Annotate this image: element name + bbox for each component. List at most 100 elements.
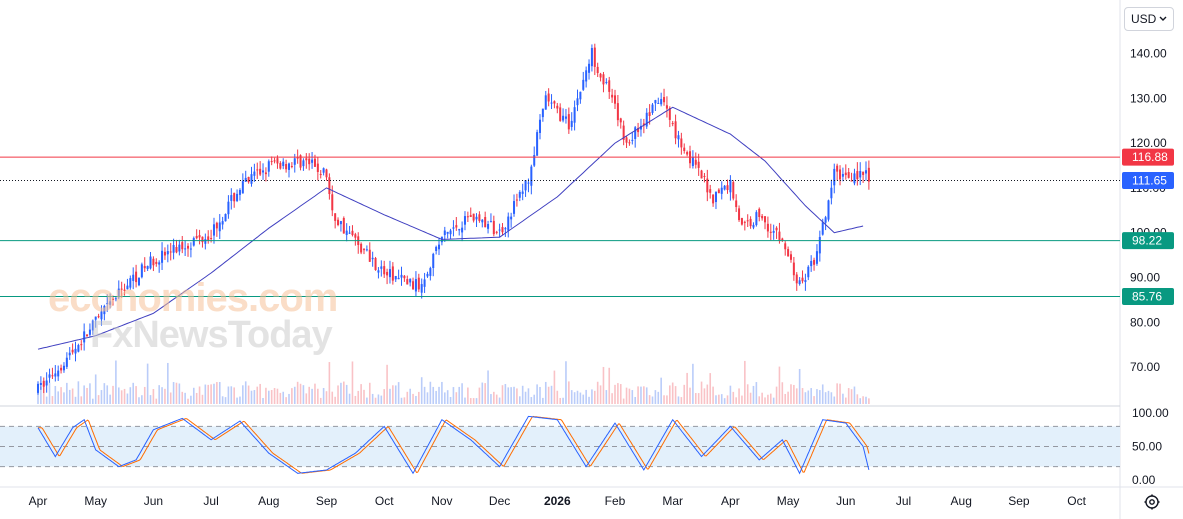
- candle-body: [755, 212, 758, 226]
- candle-body: [262, 170, 265, 173]
- volume-bar: [700, 381, 703, 404]
- candle-body: [351, 230, 354, 236]
- x-tick-label: Mar: [662, 494, 683, 508]
- candle-body: [322, 168, 325, 173]
- candle-body: [778, 231, 781, 241]
- candle-body: [215, 222, 218, 229]
- candle-body: [732, 182, 735, 199]
- volume-bar: [596, 381, 599, 404]
- candle-body: [717, 189, 720, 194]
- volume-bar: [325, 391, 328, 404]
- volume-bar: [764, 397, 766, 404]
- candle-body: [201, 236, 204, 243]
- volume-bar: [273, 388, 276, 404]
- candle-body: [735, 200, 738, 208]
- volume-bar: [810, 388, 812, 404]
- candle-body: [836, 165, 839, 172]
- candle-body: [498, 229, 501, 231]
- candle-body: [426, 273, 429, 277]
- volume-bar: [813, 396, 815, 404]
- candle-body: [192, 238, 195, 246]
- volume-bar: [340, 382, 342, 404]
- candle-body: [648, 112, 651, 116]
- candle-body: [752, 224, 755, 228]
- volume-bar: [302, 385, 305, 404]
- gear-icon[interactable]: [1144, 494, 1160, 510]
- candle-body: [674, 121, 677, 139]
- volume-bar: [169, 392, 172, 404]
- volume-bar: [181, 391, 184, 404]
- candle-body: [230, 195, 233, 201]
- volume-bar: [244, 381, 247, 404]
- volume-bar: [619, 384, 622, 404]
- volume-bar: [729, 385, 732, 404]
- candle-body: [824, 217, 827, 223]
- candle-body: [313, 158, 316, 167]
- volume-bar: [853, 386, 856, 404]
- volume-bar: [839, 383, 841, 404]
- volume-bar: [536, 384, 538, 404]
- candle-body: [339, 221, 342, 225]
- candle-body: [218, 222, 221, 232]
- candle-body: [371, 257, 374, 260]
- volume-bar: [276, 388, 279, 404]
- candle-body: [576, 98, 579, 106]
- candle-body: [417, 277, 420, 290]
- candle-body: [423, 279, 426, 287]
- candle-body: [117, 288, 120, 298]
- volume-bar: [544, 381, 547, 404]
- candle-body: [48, 374, 51, 378]
- volume-bar: [709, 373, 712, 404]
- candle-body: [178, 244, 181, 252]
- volume-bar: [89, 383, 91, 404]
- candle-body: [210, 238, 213, 240]
- last-price-label: 111.65: [1132, 174, 1167, 188]
- candle-body: [39, 382, 42, 385]
- support-price-label: 98.22: [1132, 234, 1162, 248]
- candle-body: [720, 187, 723, 194]
- volume-bar: [744, 360, 746, 404]
- volume-bar: [337, 385, 339, 404]
- volume-bar: [207, 384, 210, 404]
- volume-bar: [54, 385, 57, 404]
- candle-body: [233, 193, 236, 202]
- stochastic-k-line: [37, 415, 870, 475]
- x-tick-label: Jul: [203, 494, 218, 508]
- candle-body: [181, 242, 184, 250]
- volume-bar: [657, 391, 660, 404]
- candle-body: [140, 264, 143, 278]
- last-price-badge: [1122, 172, 1174, 190]
- candle-body: [697, 161, 700, 168]
- candle-body: [106, 303, 109, 305]
- volume-bar: [48, 382, 51, 404]
- candle-body: [481, 219, 484, 223]
- candle-body: [287, 163, 291, 170]
- volume-bar: [608, 367, 611, 404]
- candle-body: [163, 251, 166, 256]
- volume-bar: [210, 384, 212, 404]
- candle-body: [267, 161, 270, 172]
- volume-bar: [507, 387, 510, 404]
- candle-body: [556, 105, 559, 109]
- volume-bar: [634, 396, 636, 404]
- candle-body: [472, 213, 475, 221]
- stochastic-y-tick: 100.00: [1132, 406, 1169, 420]
- volume-bar: [296, 381, 299, 404]
- candle-body: [533, 155, 536, 166]
- volume-bar: [268, 390, 270, 404]
- candle-body: [83, 331, 86, 343]
- volume-bar: [314, 383, 316, 404]
- currency-selector[interactable]: USD: [1124, 7, 1174, 31]
- candle-body: [654, 100, 657, 104]
- candle-body: [691, 157, 694, 167]
- candle-body: [403, 275, 406, 279]
- volume-bar: [288, 393, 290, 404]
- candle-body: [663, 97, 666, 103]
- volume-bar: [513, 386, 515, 404]
- candle-body: [77, 345, 80, 352]
- candle-body: [608, 80, 611, 92]
- volume-bar: [204, 384, 207, 404]
- volume-bar: [242, 385, 244, 404]
- x-tick-label: Aug: [951, 494, 972, 508]
